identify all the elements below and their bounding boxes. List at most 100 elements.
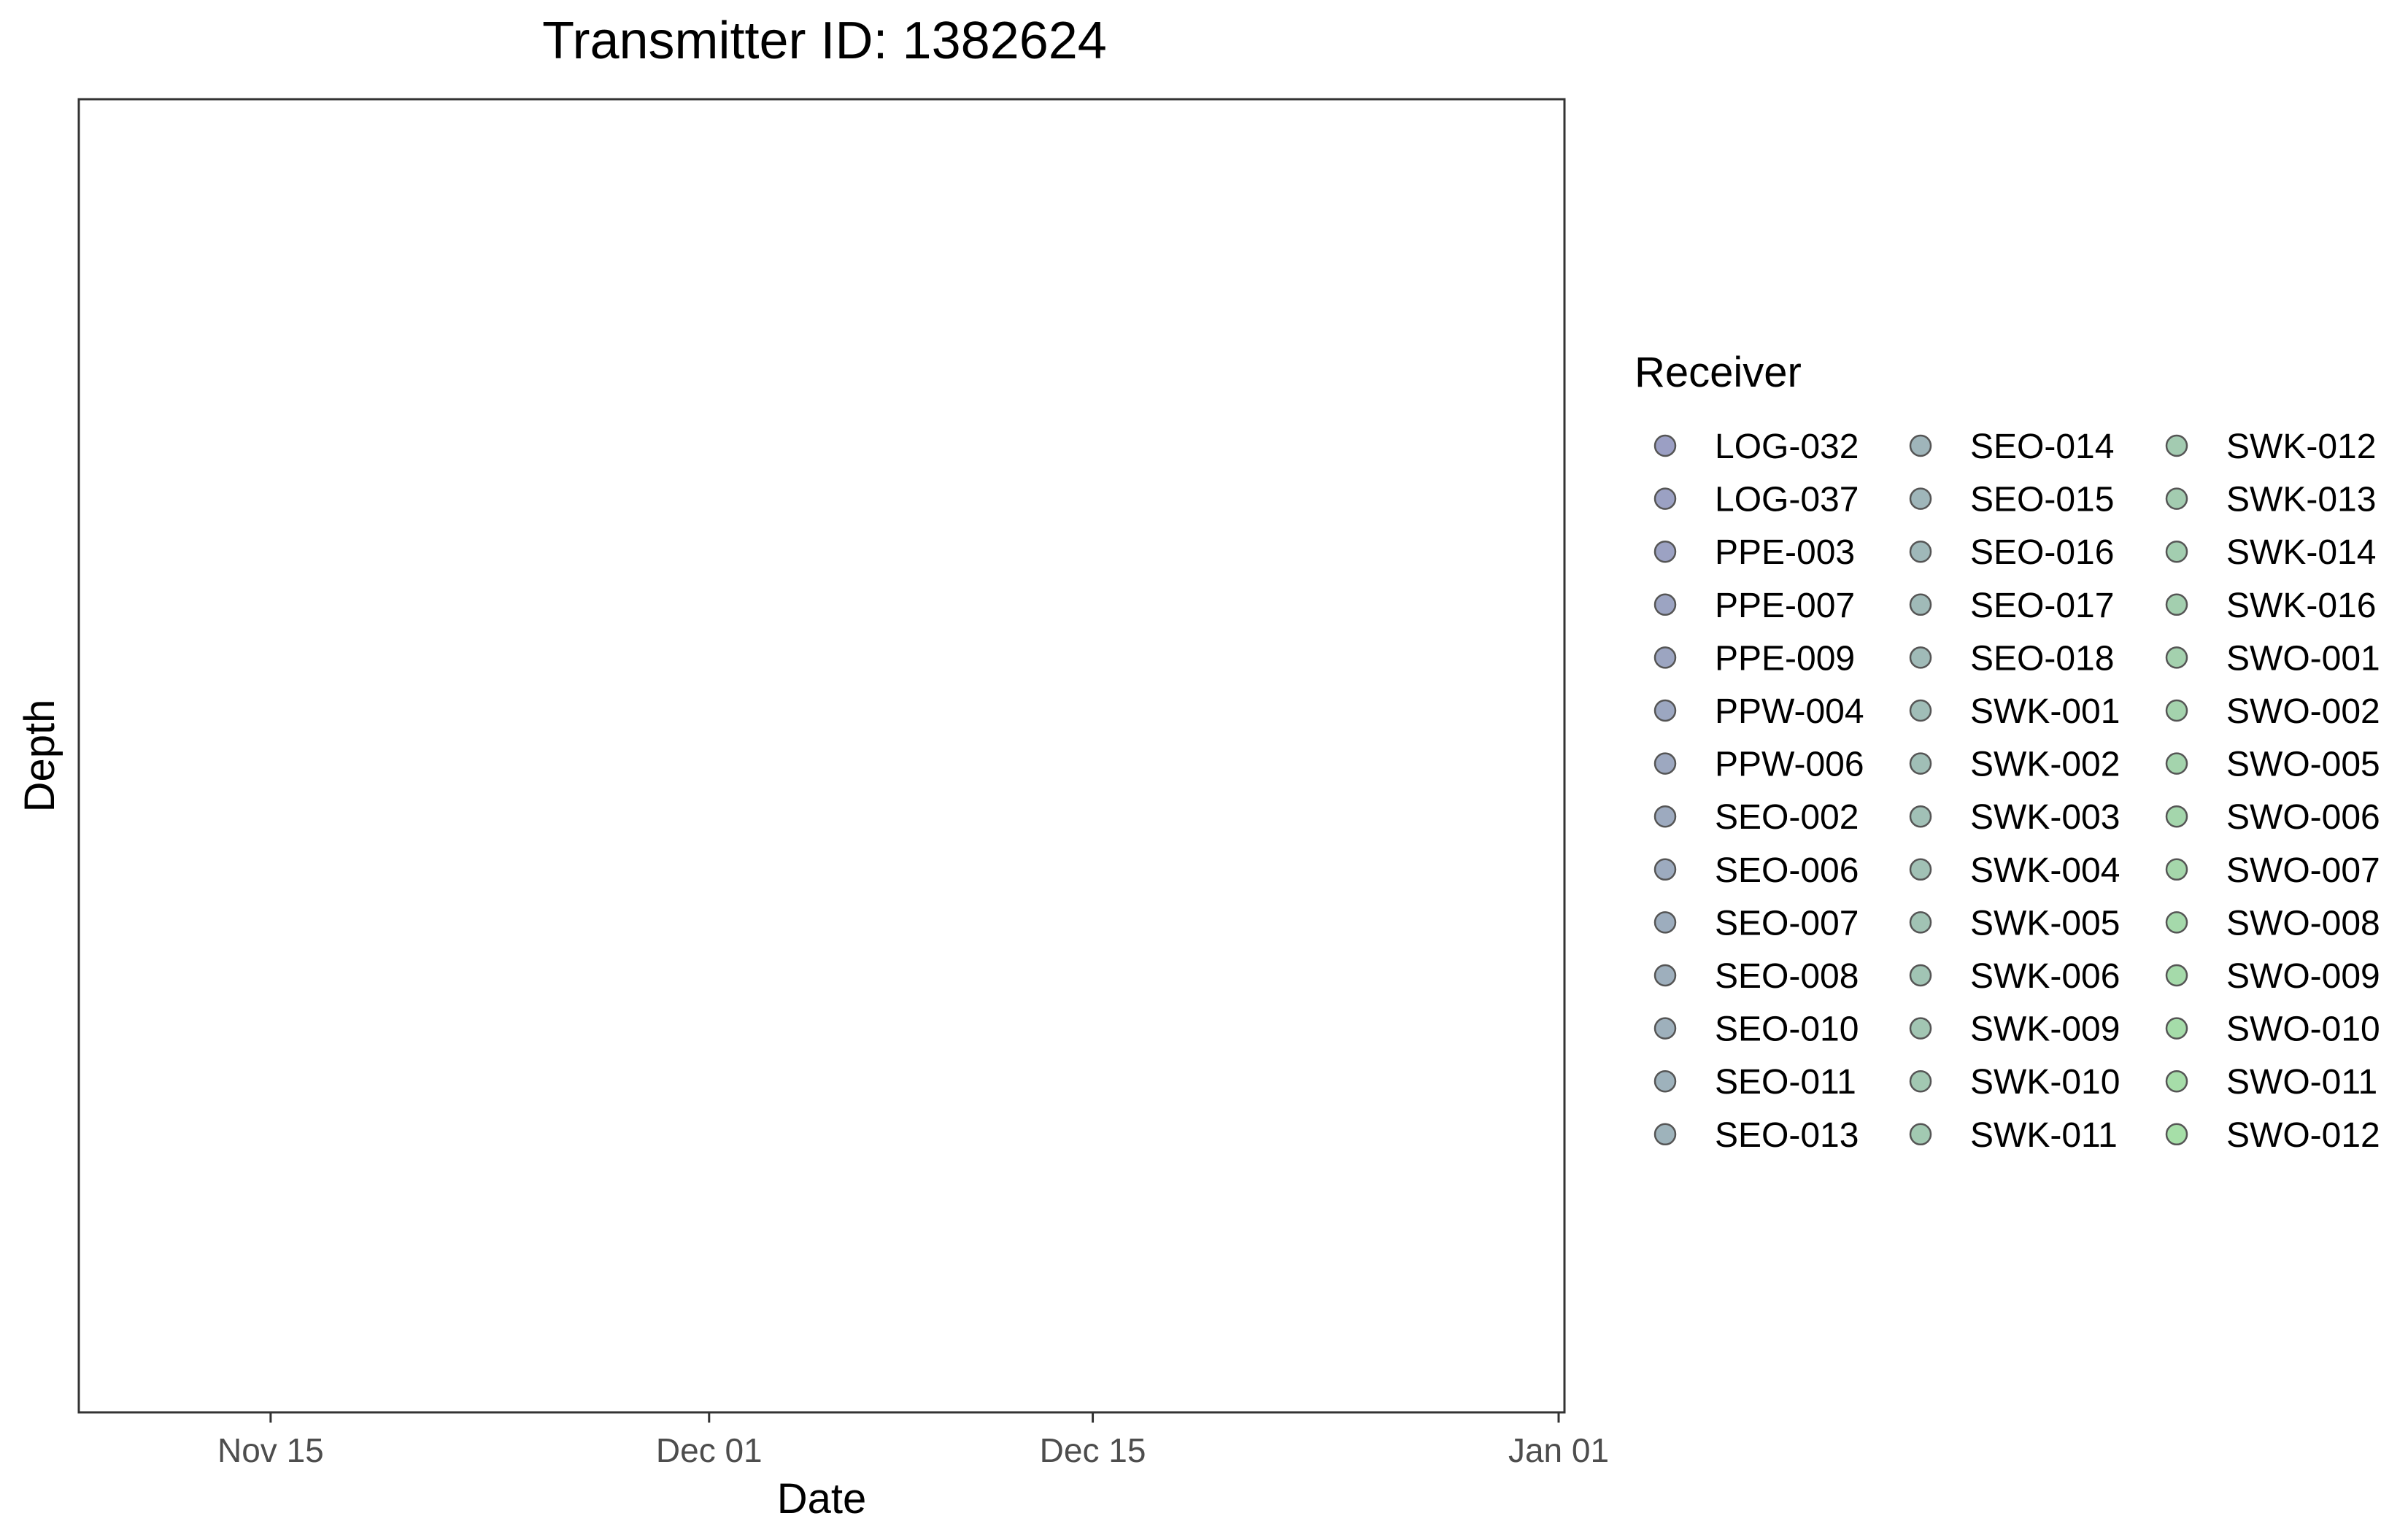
legend-item: PPW-006 [1653,746,1864,784]
legend-item: LOG-037 [1653,481,1859,519]
legend-key-circle [2165,699,2188,722]
x-axis-title: Date [777,1475,867,1523]
legend-label: SWK-003 [1970,798,2120,837]
legend-label: PPW-006 [1715,746,1864,784]
legend-key-circle [1909,752,1932,775]
legend-label: SWO-011 [2226,1063,2377,1102]
legend-key-circle [2165,646,2188,669]
legend-label: SEO-006 [1715,851,1859,890]
legend-key-circle [1909,540,1932,563]
legend-item: SWK-002 [1909,746,2120,784]
legend-label: SWO-010 [2226,1010,2380,1049]
legend-key-circle [1909,646,1932,669]
legend-key-circle [1653,911,1677,934]
legend-label: SWO-002 [2226,692,2380,731]
legend-label: PPE-003 [1715,533,1855,572]
legend-key-circle [1653,434,1677,457]
legend-label: SEO-002 [1715,798,1859,837]
legend-item: SWO-012 [2165,1116,2380,1155]
legend-key-circle [1653,1017,1677,1040]
legend-key-circle [1653,646,1677,669]
legend-key-circle [1909,858,1932,881]
legend-item: SWO-008 [2165,904,2380,943]
legend-label: SEO-011 [1715,1063,1856,1102]
legend-item: SEO-002 [1653,798,1859,837]
legend-label: SEO-016 [1970,533,2114,572]
legend-item: PPW-004 [1653,692,1864,731]
legend-key-circle [2165,805,2188,828]
legend-label: LOG-037 [1715,481,1859,519]
legend-key-circle [1653,752,1677,775]
legend-item: SWO-006 [2165,798,2380,837]
legend-label: SWK-011 [1970,1116,2118,1155]
legend-label: SWK-013 [2226,481,2376,519]
legend-key-circle [2165,911,2188,934]
legend-item: SWK-003 [1909,798,2120,837]
legend-item: PPE-003 [1653,533,1855,572]
legend-key-circle [2165,1123,2188,1146]
legend-item: SWK-009 [1909,1010,2120,1049]
legend-item: SEO-010 [1653,1010,1859,1049]
legend-item: SEO-013 [1653,1116,1859,1155]
legend-item: SWO-007 [2165,851,2380,890]
legend-label: SWO-012 [2226,1116,2380,1155]
legend-item: LOG-032 [1653,428,1859,466]
legend-key-circle [1909,805,1932,828]
legend-label: SWO-007 [2226,851,2380,890]
legend-label: SWO-009 [2226,957,2380,996]
legend-label: SEO-010 [1715,1010,1859,1049]
legend-key-circle [1909,964,1932,987]
legend-label: SWK-012 [2226,428,2376,466]
legend-item: SWK-014 [2165,533,2376,572]
legend-item: SWO-005 [2165,746,2380,784]
x-tick-label: Dec 15 [1040,1431,1146,1469]
legend-label: SWK-002 [1970,746,2120,784]
x-axis: Nov 15 Dec 01 Dec 15 Jan 01 [217,1412,1609,1469]
legend-key-circle [1909,1069,1932,1093]
legend-item: SWK-016 [2165,587,2376,625]
legend-key-circle [1909,699,1932,722]
legend-key-circle [2165,434,2188,457]
legend-item: SEO-011 [1653,1063,1856,1102]
legend-item: SWO-011 [2165,1063,2377,1102]
legend-item: SEO-007 [1653,904,1859,943]
legend-item: SWO-002 [2165,692,2380,731]
x-tick-label: Jan 01 [1508,1431,1609,1469]
legend-title: Receiver [1635,349,1802,396]
x-tick-label: Dec 01 [656,1431,763,1469]
legend-key-circle [2165,1017,2188,1040]
legend-label: SWO-001 [2226,639,2380,678]
legend-label: SWK-005 [1970,904,2120,943]
plot-panel [77,98,1566,1414]
legend-item: SWO-009 [2165,957,2380,996]
legend-label: SWK-010 [1970,1063,2120,1102]
legend-key-circle [1653,593,1677,616]
legend-label: SWO-008 [2226,904,2380,943]
legend-item: SWK-013 [2165,481,2376,519]
legend-item: SWK-004 [1909,851,2120,890]
legend-item: SWO-010 [2165,1010,2380,1049]
legend-label: SEO-007 [1715,904,1859,943]
legend-key-circle [1653,540,1677,563]
legend-item: SWK-006 [1909,957,2120,996]
legend-key-circle [2165,1069,2188,1093]
y-axis-title: Depth [16,700,63,813]
legend-key-circle [1653,1123,1677,1146]
legend-item: SWK-001 [1909,692,2120,731]
legend-key-circle [1653,1069,1677,1093]
legend-label: SWO-005 [2226,746,2380,784]
legend-label: SWK-001 [1970,692,2120,731]
legend-key-circle [1653,487,1677,510]
legend-label: SWK-016 [2226,587,2376,625]
legend-key-circle [2165,752,2188,775]
chart-title: Transmitter ID: 1382624 [542,12,1107,70]
legend-label: SEO-013 [1715,1116,1859,1155]
legend-label: SWK-006 [1970,957,2120,996]
legend-label: SWK-014 [2226,533,2376,572]
legend-item: SEO-014 [1909,428,2114,466]
legend-label: SEO-008 [1715,957,1859,996]
legend-label: PPE-007 [1715,587,1855,625]
legend-key-circle [2165,593,2188,616]
legend-item: SEO-018 [1909,639,2114,678]
